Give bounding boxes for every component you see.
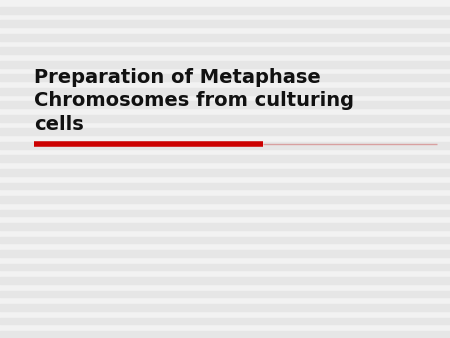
Bar <box>0 20 450 27</box>
Bar <box>0 101 450 108</box>
Bar <box>0 304 450 311</box>
Bar <box>0 210 450 216</box>
Bar <box>0 223 450 230</box>
Bar <box>0 74 450 81</box>
Bar <box>0 196 450 203</box>
Bar <box>0 155 450 162</box>
Bar <box>0 7 450 14</box>
Bar <box>0 61 450 68</box>
Bar <box>0 142 450 149</box>
Bar <box>0 331 450 338</box>
Bar <box>0 183 450 189</box>
Text: Preparation of Metaphase
Chromosomes from culturing
cells: Preparation of Metaphase Chromosomes fro… <box>34 68 354 134</box>
Bar <box>0 291 450 297</box>
Bar <box>0 169 450 176</box>
Bar <box>0 115 450 122</box>
Bar <box>0 47 450 54</box>
Bar <box>0 237 450 243</box>
Bar <box>0 88 450 95</box>
Bar <box>0 128 450 135</box>
Bar <box>0 264 450 270</box>
Bar <box>0 34 450 41</box>
Bar <box>0 318 450 324</box>
Bar <box>0 277 450 284</box>
Bar <box>0 250 450 257</box>
